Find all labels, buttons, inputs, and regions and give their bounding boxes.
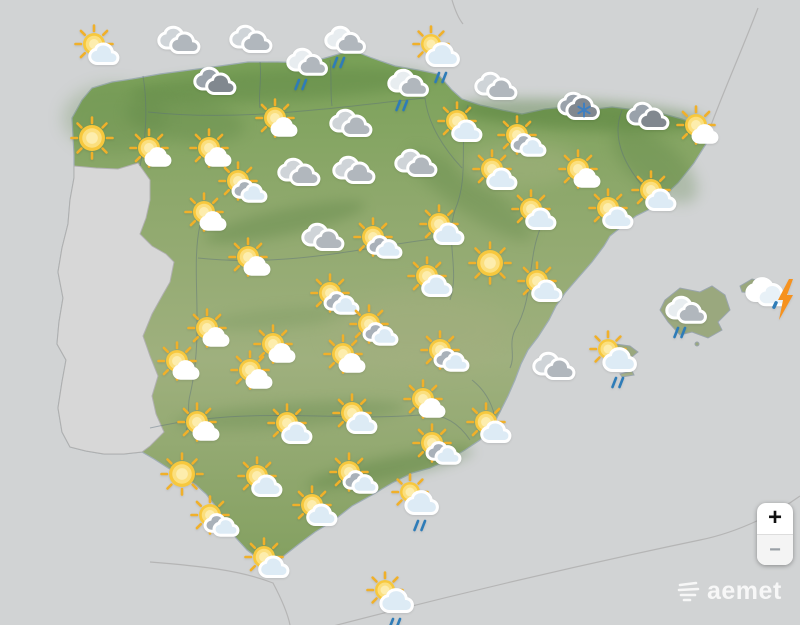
mallorca-island xyxy=(659,285,731,339)
africa-coast-east xyxy=(334,495,800,625)
ibiza-island xyxy=(603,343,639,361)
africa-coast-west xyxy=(149,561,291,625)
france-coast xyxy=(451,0,464,25)
balearic-islands xyxy=(603,278,769,378)
region-borders xyxy=(139,59,656,441)
aemet-logo: aemet xyxy=(676,578,782,604)
zoom-control-divider xyxy=(757,533,793,535)
aemet-logo-text: aemet xyxy=(707,576,782,605)
map-zoom-control: + − xyxy=(757,503,793,565)
aemet-logo-mark xyxy=(677,581,700,602)
menorca-island xyxy=(739,278,769,294)
cabrera-island xyxy=(694,341,700,347)
zoom-out-button[interactable]: − xyxy=(757,534,793,565)
france-med-coast xyxy=(709,7,759,129)
formentera-island xyxy=(619,370,635,378)
portugal-region xyxy=(56,162,175,455)
zoom-in-button[interactable]: + xyxy=(757,503,793,534)
